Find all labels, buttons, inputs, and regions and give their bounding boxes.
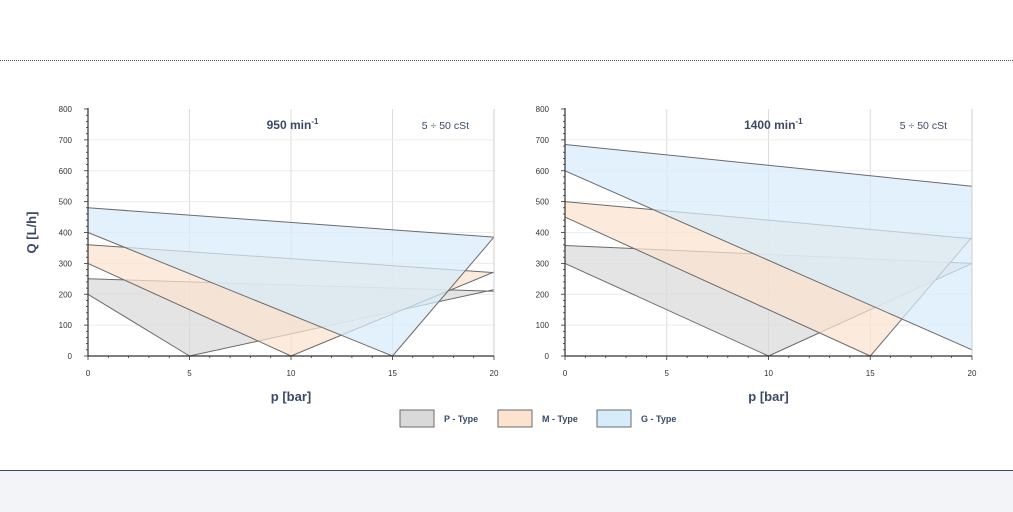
y-tick-label: 500 <box>536 198 550 207</box>
chart-title-superscript: -1 <box>795 117 803 126</box>
footer-bar <box>0 471 1013 512</box>
y-tick-label: 400 <box>536 229 550 238</box>
y-tick-label: 200 <box>536 290 550 299</box>
y-tick-label: 700 <box>59 136 73 145</box>
legend-label-p-type: P - Type <box>444 414 478 424</box>
y-tick-label: 300 <box>536 259 550 268</box>
x-tick-label: 5 <box>187 369 192 378</box>
y-tick-label: 700 <box>536 136 550 145</box>
x-axis-label: p [bar] <box>271 389 311 404</box>
charts-area: 0 100 200 300 400 500 600 700 800 0 5 10 15 20 950 min… <box>0 90 1013 460</box>
x-tick-label: 0 <box>86 369 91 378</box>
x-tick-label: 20 <box>490 369 499 378</box>
y-tick-label: 800 <box>59 105 73 114</box>
legend-label-g-type: G - Type <box>641 414 676 424</box>
y-tick-label: 500 <box>59 198 73 207</box>
legend-swatch-m-type <box>497 409 533 428</box>
legend-swatch-g-type <box>596 409 632 428</box>
legend-swatch-p-type <box>399 409 435 428</box>
x-tick-label: 15 <box>866 369 875 378</box>
x-tick-label: 5 <box>665 369 670 378</box>
chart-title: 950 min-1 <box>267 117 319 132</box>
x-tick-label: 15 <box>388 369 397 378</box>
y-tick-label: 100 <box>59 321 73 330</box>
top-banner-area <box>0 0 1013 60</box>
x-tick-label: 0 <box>563 369 568 378</box>
dotted-divider <box>0 60 1013 61</box>
x-tick-label: 10 <box>287 369 296 378</box>
footer-divider <box>0 470 1013 471</box>
y-tick-label: 600 <box>536 167 550 176</box>
chart-title-superscript: -1 <box>311 117 319 126</box>
legend: P - Type M - Type G - Type <box>399 409 676 428</box>
x-tick-label: 10 <box>764 369 773 378</box>
y-tick-label: 300 <box>59 259 73 268</box>
y-tick-label: 600 <box>59 167 73 176</box>
y-tick-label: 0 <box>68 352 73 361</box>
y-tick-label: 100 <box>536 321 550 330</box>
x-tick-label: 20 <box>968 369 977 378</box>
chart-1: 0 100 200 300 400 500 600 700 800 0 5 10 15 20 950 min… <box>24 105 499 404</box>
viscosity-annotation: 5 ÷ 50 cSt <box>422 120 469 132</box>
x-axis-label: p [bar] <box>748 389 788 404</box>
y-tick-label: 0 <box>545 352 550 361</box>
chart-title: 1400 min-1 <box>744 117 803 132</box>
y-tick-label: 200 <box>59 290 73 299</box>
viscosity-annotation: 5 ÷ 50 cSt <box>900 120 947 132</box>
y-tick-label: 400 <box>59 229 73 238</box>
legend-label-m-type: M - Type <box>542 414 578 424</box>
y-axis-label: Q [L/h] <box>24 212 39 254</box>
chart-2: 0 100 200 300 400 500 600 700 800 0 5 10 15 20 1400 mi… <box>536 105 977 404</box>
y-tick-label: 800 <box>536 105 550 114</box>
